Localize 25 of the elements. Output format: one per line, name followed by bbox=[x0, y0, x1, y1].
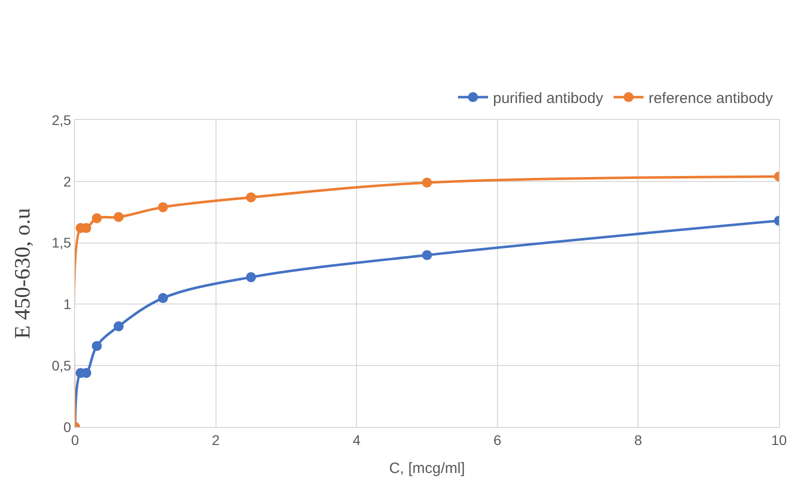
legend-label: purified antibody bbox=[493, 90, 604, 107]
point bbox=[114, 212, 124, 222]
point bbox=[158, 202, 168, 212]
y-tick-label: 1 bbox=[63, 296, 72, 312]
y-tick-label: 2,5 bbox=[52, 112, 72, 128]
x-tick-label: 8 bbox=[634, 432, 642, 448]
y-axis-title: E 450-630, o.u bbox=[10, 208, 35, 339]
y-tick-label: 0,5 bbox=[52, 358, 72, 374]
y-tick-label: 1,5 bbox=[52, 234, 72, 251]
point bbox=[114, 321, 124, 332]
point bbox=[92, 340, 102, 351]
point bbox=[246, 272, 256, 282]
point bbox=[246, 192, 256, 202]
x-tick-label: 6 bbox=[494, 432, 502, 448]
legend-label: reference antibody bbox=[648, 90, 774, 107]
point bbox=[92, 213, 102, 224]
point bbox=[422, 250, 432, 260]
point bbox=[422, 178, 432, 188]
point bbox=[158, 293, 168, 304]
x-tick-label: 10 bbox=[771, 432, 787, 448]
x-axis-title: C, [mcg/ml] bbox=[389, 460, 465, 477]
y-tick-label: 2 bbox=[63, 173, 72, 190]
y-tick-label: 0 bbox=[63, 418, 72, 435]
x-tick-label: 4 bbox=[352, 432, 361, 448]
x-tick-label: 2 bbox=[212, 432, 220, 448]
